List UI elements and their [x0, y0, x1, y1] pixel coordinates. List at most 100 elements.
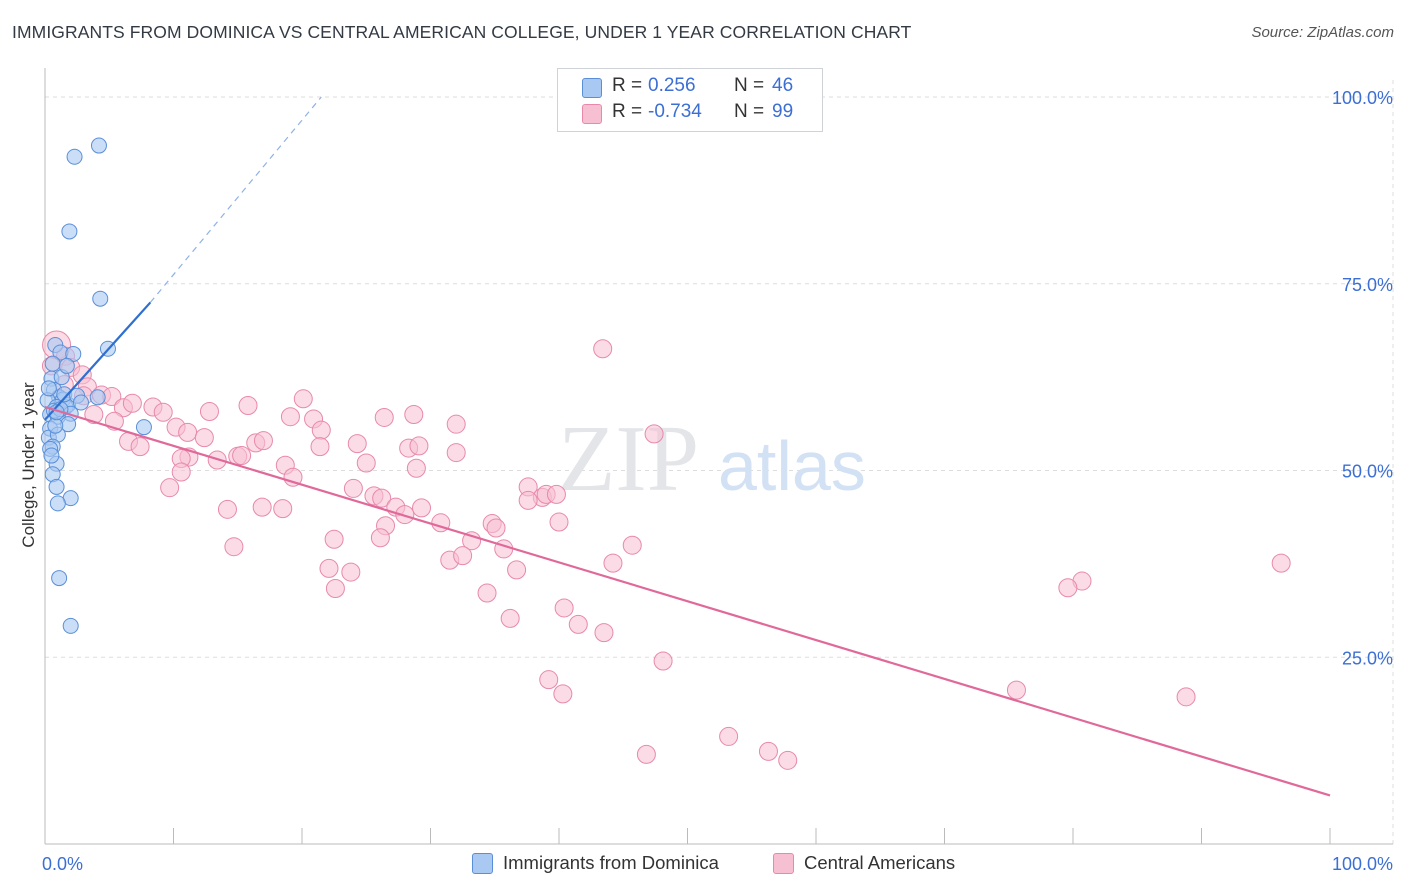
central-americans-point: [1271, 553, 1291, 573]
legend-r-value: -0.734: [648, 101, 702, 122]
central-americans-point: [553, 684, 573, 704]
dominica-point: [58, 357, 75, 374]
central-americans-point: [477, 583, 497, 603]
legend-n-value: 46: [772, 75, 794, 96]
bottom-legend-swatch-dominica: [472, 853, 493, 874]
tick-labels: 100.0% 75.0% 50.0% 25.0% 0.0% 100.0%: [42, 88, 1393, 874]
central-americans-point: [539, 670, 559, 690]
dominica-trend-line: [44, 301, 152, 421]
central-americans-point: [273, 499, 293, 519]
central-americans-trend-line: [44, 405, 1331, 797]
central-americans-point: [325, 579, 345, 599]
central-americans-point: [217, 499, 237, 519]
dominica-points: [39, 137, 152, 634]
dominica-point: [40, 380, 57, 397]
central-americans-point: [549, 512, 569, 532]
central-americans-point: [446, 443, 466, 463]
central-americans-point: [778, 750, 798, 770]
trend-lines: [44, 96, 1331, 797]
central-americans-point: [341, 562, 361, 582]
central-americans-point: [1176, 687, 1196, 707]
legend-n-value: 99: [772, 101, 794, 122]
central-americans-point: [280, 407, 300, 427]
legend-r-label: R =: [612, 75, 643, 96]
central-americans-point: [343, 478, 363, 498]
central-americans-point: [319, 558, 339, 578]
watermark: ZIP atlas: [558, 407, 866, 511]
central-americans-point: [194, 428, 214, 448]
central-americans-point: [554, 598, 574, 618]
central-americans-point: [253, 431, 273, 451]
central-americans-point: [593, 339, 613, 359]
central-americans-point: [372, 488, 392, 508]
central-americans-point: [594, 623, 614, 643]
y-tick-label: 25.0%: [1342, 648, 1393, 668]
central-americans-point: [636, 744, 656, 764]
legend-r-value: 0.256: [648, 75, 696, 96]
central-americans-point: [412, 498, 432, 518]
dominica-trend-extension: [149, 96, 322, 303]
central-americans-point: [406, 458, 426, 478]
legend-n-label: N =: [734, 101, 765, 122]
central-americans-point: [160, 478, 180, 498]
central-americans-point: [409, 436, 429, 456]
dominica-point: [135, 419, 152, 436]
central-americans-point: [252, 497, 272, 517]
x-tick-label: 0.0%: [42, 854, 83, 874]
central-americans-point: [546, 484, 566, 504]
dominica-point: [44, 355, 61, 372]
central-americans-point: [311, 420, 331, 440]
central-americans-point: [232, 446, 252, 466]
dominica-point: [90, 137, 107, 154]
dominica-point: [47, 417, 64, 434]
central-americans-point: [719, 726, 739, 746]
dominica-point: [48, 478, 65, 495]
y-tick-label: 75.0%: [1342, 275, 1393, 295]
bottom-legend-label-central-americans: Central Americans: [804, 852, 956, 873]
source-credit: Source: ZipAtlas.com: [1251, 24, 1394, 41]
correlation-legend: R = 0.256 N = 46 R = -0.734 N = 99: [557, 68, 823, 132]
watermark-atlas: atlas: [718, 427, 866, 505]
central-americans-point: [507, 560, 527, 580]
central-americans-point: [453, 546, 473, 566]
dominica-point: [43, 447, 60, 464]
central-americans-point: [404, 404, 424, 424]
y-tick-label: 50.0%: [1342, 462, 1393, 482]
central-americans-point: [199, 401, 219, 421]
y-axis-label: College, Under 1 year: [19, 382, 38, 548]
central-americans-point: [130, 437, 150, 457]
central-americans-point: [395, 505, 415, 525]
dominica-point: [51, 570, 68, 587]
legend-n-label: N =: [734, 75, 765, 96]
central-americans-point: [622, 535, 642, 555]
central-americans-point: [356, 453, 376, 473]
bottom-legend-label-dominica: Immigrants from Dominica: [503, 852, 719, 873]
dominica-point: [49, 495, 66, 512]
central-americans-point: [500, 608, 520, 628]
dominica-point: [61, 223, 78, 240]
central-americans-point: [653, 651, 673, 671]
central-americans-point: [347, 434, 367, 454]
central-americans-points: [41, 330, 1291, 770]
bottom-legend-swatch-central-americans: [773, 853, 794, 874]
central-americans-point: [238, 396, 258, 416]
legend-swatch-dominica: [582, 78, 602, 98]
central-americans-point: [171, 462, 191, 482]
central-americans-point: [374, 407, 394, 427]
central-americans-point: [518, 490, 538, 510]
y-tick-label: 100.0%: [1332, 88, 1393, 108]
central-americans-point: [178, 422, 198, 442]
chart-title: IMMIGRANTS FROM DOMINICA VS CENTRAL AMER…: [12, 22, 912, 42]
dominica-point: [72, 394, 89, 411]
central-americans-point: [1058, 578, 1078, 598]
central-americans-point: [84, 404, 104, 424]
central-americans-point: [293, 389, 313, 409]
central-americans-point: [310, 437, 330, 457]
central-americans-point: [446, 414, 466, 434]
legend-r-label: R =: [612, 101, 643, 122]
central-americans-point: [370, 528, 390, 548]
central-americans-point: [224, 537, 244, 557]
central-americans-point: [644, 424, 664, 444]
central-americans-point: [324, 529, 344, 549]
